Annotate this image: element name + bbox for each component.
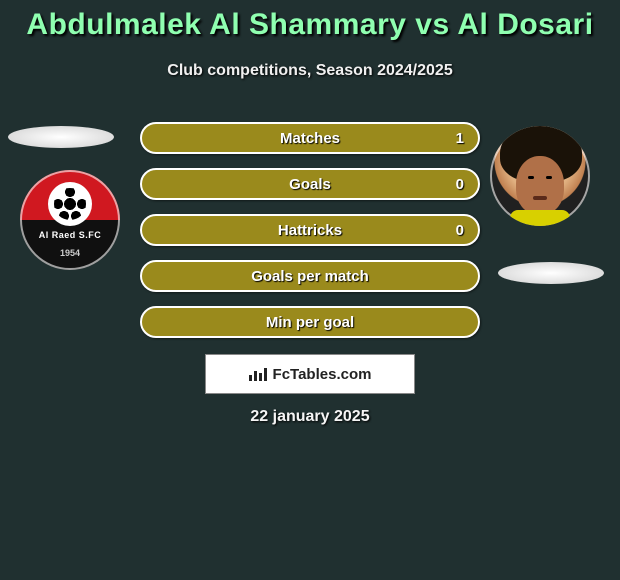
stat-value: 0: [456, 176, 464, 193]
stat-bar-matches: Matches 1: [140, 122, 480, 154]
stat-label: Goals: [142, 176, 478, 193]
stat-value: 1: [456, 130, 464, 147]
soccer-ball-icon: [48, 182, 92, 226]
player-left-ellipse: [8, 126, 114, 148]
stat-label: Hattricks: [142, 222, 478, 239]
stat-label: Goals per match: [142, 268, 478, 285]
club-name-left: Al Raed S.FC: [20, 230, 120, 240]
stats-bars: Matches 1 Goals 0 Hattricks 0 Goals per …: [140, 122, 480, 352]
stat-bar-min-per-goal: Min per goal: [140, 306, 480, 338]
subtitle: Club competitions, Season 2024/2025: [0, 62, 620, 80]
player-photo-right: [490, 126, 590, 226]
brand-label: FcTables.com: [273, 366, 372, 383]
snapshot-date: 22 january 2025: [0, 408, 620, 426]
stat-label: Matches: [142, 130, 478, 147]
stat-value: 0: [456, 222, 464, 239]
stat-bar-hattricks: Hattricks 0: [140, 214, 480, 246]
club-logo-left: Al Raed S.FC 1954: [20, 170, 120, 270]
stat-bar-goals-per-match: Goals per match: [140, 260, 480, 292]
player-right-ellipse: [498, 262, 604, 284]
stat-label: Min per goal: [142, 314, 478, 331]
club-year-left: 1954: [20, 248, 120, 258]
comparison-card: Abdulmalek Al Shammary vs Al Dosari Club…: [0, 0, 620, 580]
stat-bar-goals: Goals 0: [140, 168, 480, 200]
page-title: Abdulmalek Al Shammary vs Al Dosari: [0, 8, 620, 42]
bar-chart-icon: [249, 367, 267, 381]
brand-link[interactable]: FcTables.com: [205, 354, 415, 394]
